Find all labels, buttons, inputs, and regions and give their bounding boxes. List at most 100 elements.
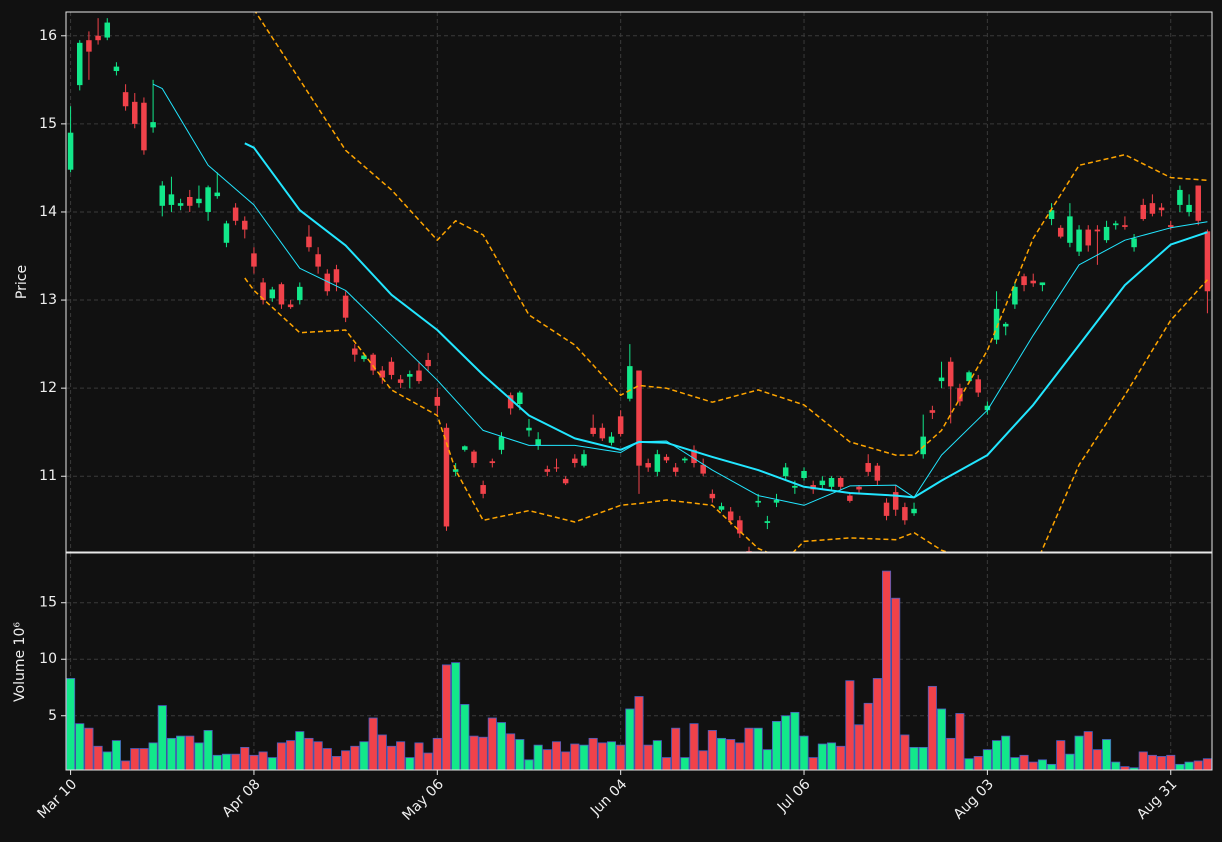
volume-bar [588,737,598,770]
candle-body [709,493,716,499]
candle-body [993,308,1000,340]
volume-bar [882,570,892,770]
volume-bar [231,753,241,770]
candle-body [920,436,926,455]
volume-bar [937,708,947,770]
candle-body [1149,203,1156,214]
volume-bar [634,696,644,770]
candle-body [764,521,771,523]
candle-body [434,396,441,406]
volume-bar [203,730,213,770]
volume-bar [84,727,94,770]
candle-body [737,520,743,534]
volume-bar [350,745,360,770]
volume-bar [753,727,763,770]
volume-bar [992,740,1002,770]
volume-bar [451,662,461,770]
candle-body [1158,207,1165,211]
candle-body [590,427,596,434]
candle-body [856,486,862,490]
volume-bar [973,756,983,770]
volume-bar [496,722,507,770]
volume-grid [66,553,1212,770]
volume-bar [1001,735,1011,770]
candle-body [938,377,945,382]
volume-bar [267,757,277,770]
volume-bar [432,737,442,770]
candle-body [883,502,890,516]
candle-body [471,451,477,464]
candle-body [260,282,266,301]
price-axis-label: Price [14,265,30,299]
candle-body [691,449,697,464]
volume-bar [405,757,415,770]
volume-bar [716,737,727,770]
volume-bar [542,749,552,770]
candle-body [1112,223,1119,226]
volume-bar [1010,757,1020,770]
candle-body [77,42,83,86]
volume-bar [900,734,910,770]
candle-body [370,354,376,371]
candle-body [1048,210,1055,220]
volume-bar [597,742,607,770]
volume-bar [579,744,589,770]
volume-bar [661,757,672,770]
candle-body [287,304,294,308]
price-grid [66,12,1212,552]
candle-body [1204,231,1211,292]
volume-bar [909,746,919,770]
volume-bar [194,742,204,770]
candle-body [617,416,624,434]
volume-bar [790,711,800,770]
candle-body [1039,282,1046,286]
candle-body [874,465,881,481]
volume-bar [744,727,754,770]
candle-body [672,467,679,472]
volume-bar [771,721,782,770]
volume-bar [524,759,534,770]
volume-bar [735,742,745,770]
candle-body [67,132,74,170]
volume-bar [377,734,387,770]
candle-body [113,66,120,72]
volume-bar [1111,761,1121,770]
volume-bar [396,741,406,770]
price-marks [67,12,1211,552]
candle-body [553,467,560,469]
volume-bar [423,752,433,770]
volume-bar [341,750,351,770]
y-tick-label: 15 [39,116,57,132]
volume-bar [249,754,259,770]
volume-bar [176,735,186,770]
candle-body [297,286,303,301]
volume-bar [478,736,488,770]
candle-body [1094,229,1101,232]
candle-body [801,470,807,479]
volume-bar [836,745,846,770]
volume-bar [1166,754,1176,770]
volume-bar [817,743,827,770]
candle-body [462,446,468,450]
candle-body [663,456,670,461]
volume-bar [111,740,121,770]
candle-body [682,458,688,461]
volume-bar [460,704,470,770]
candle-body [352,348,358,355]
volume-bar [808,757,818,770]
volume-marks [66,570,1212,770]
candle-body [627,366,633,399]
candle-body [1076,229,1082,252]
volume-bar [1019,754,1029,770]
volume-bar [1184,761,1194,770]
volume-bar [918,746,928,770]
volume-bar [368,717,378,770]
candle-body [1057,227,1064,237]
volume-bar [414,742,424,770]
candle-body [1122,225,1128,227]
y-tick-label: 15 [39,595,57,611]
volume-bar [157,705,167,770]
candle-body [865,463,871,472]
candle-body [847,495,853,501]
